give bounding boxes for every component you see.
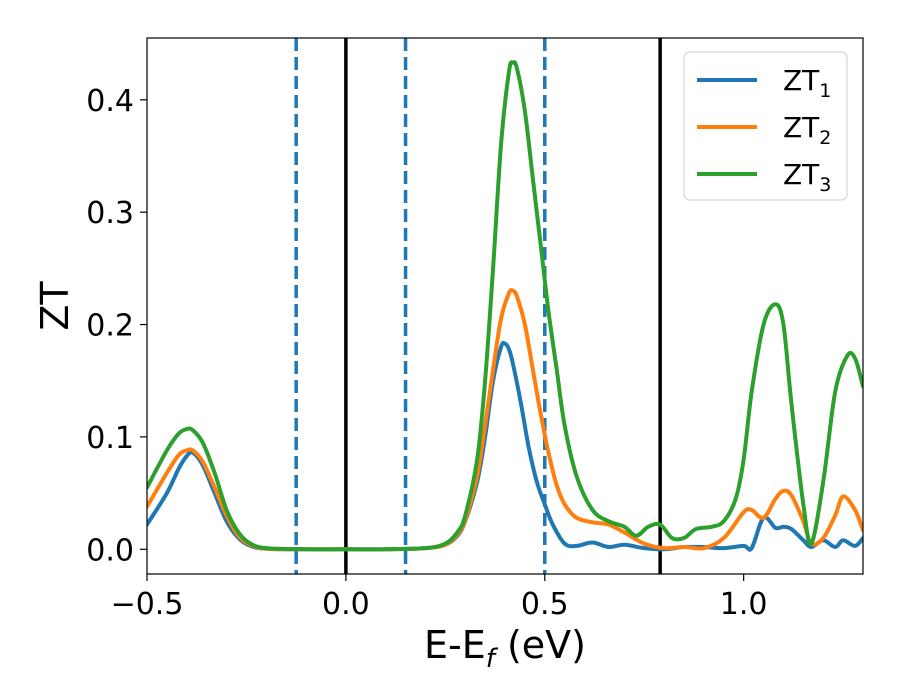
reference-lines (294, 38, 662, 574)
x-axis-title-main: E-E (424, 623, 486, 667)
x-axis: −0.5 0.0 0.5 1.0 (111, 574, 768, 622)
series-lines (147, 60, 863, 552)
series-line-zt3 (147, 60, 863, 552)
x-tick-label: −0.5 (111, 587, 184, 622)
legend-box (683, 51, 848, 201)
x-axis-title-unit: (eV) (495, 623, 586, 667)
x-tick-label: 0.5 (521, 587, 569, 622)
x-tick-label: 1.0 (720, 587, 768, 622)
legend-label-zt2: ZT2 (783, 111, 831, 149)
y-tick-label: 0.0 (86, 533, 134, 568)
y-tick-label: 0.3 (86, 196, 134, 231)
x-axis-title: E-Ef (eV) (424, 623, 586, 674)
y-tick-label: 0.4 (86, 84, 134, 119)
y-tick-label: 0.2 (86, 309, 134, 344)
plot-frame (146, 37, 864, 575)
legend-label-zt1: ZT1 (783, 64, 831, 102)
y-axis-title: ZT (33, 281, 77, 331)
y-axis: 0.0 0.1 0.2 0.3 0.4 (86, 84, 147, 568)
legend: ZT1 ZT2 ZT3 (683, 51, 848, 201)
legend-label-zt3: ZT3 (783, 158, 831, 196)
x-tick-label: 0.0 (322, 587, 370, 622)
y-tick-label: 0.1 (86, 421, 134, 456)
